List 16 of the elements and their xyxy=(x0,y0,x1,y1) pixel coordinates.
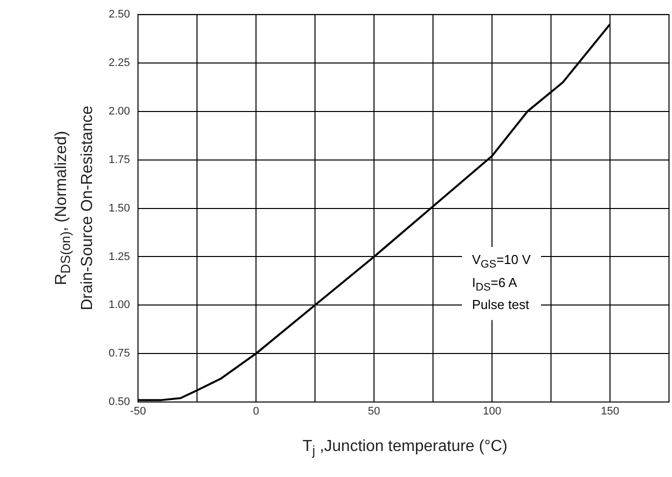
y-tick-label: 2.50 xyxy=(108,8,130,21)
x-tick-label: 100 xyxy=(482,406,502,418)
x-tick-label: -50 xyxy=(130,406,146,418)
y-tick-label: 0.75 xyxy=(108,348,130,360)
x-axis-title: T$_{j}$ ,Junction temperature (°C) xyxy=(302,438,508,458)
y-tick-label: 2.25 xyxy=(108,57,130,70)
y-tick-label: 0.50 xyxy=(108,396,130,408)
y-tick-label: 2.00 xyxy=(108,105,130,118)
y-tick-label: 1.25 xyxy=(108,250,130,263)
y-tick-label: 1.50 xyxy=(108,202,130,214)
y-tick-label: 1.00 xyxy=(108,299,130,312)
x-tick-label: 50 xyxy=(368,406,380,418)
text: V$_{GS}$=10 V I$_{DS}$=6 A Pulse test xyxy=(472,252,531,312)
y-tick-label: 1.75 xyxy=(108,154,130,166)
x-tick-label: 150 xyxy=(600,406,620,418)
x-tick-label: 0 xyxy=(252,406,260,418)
